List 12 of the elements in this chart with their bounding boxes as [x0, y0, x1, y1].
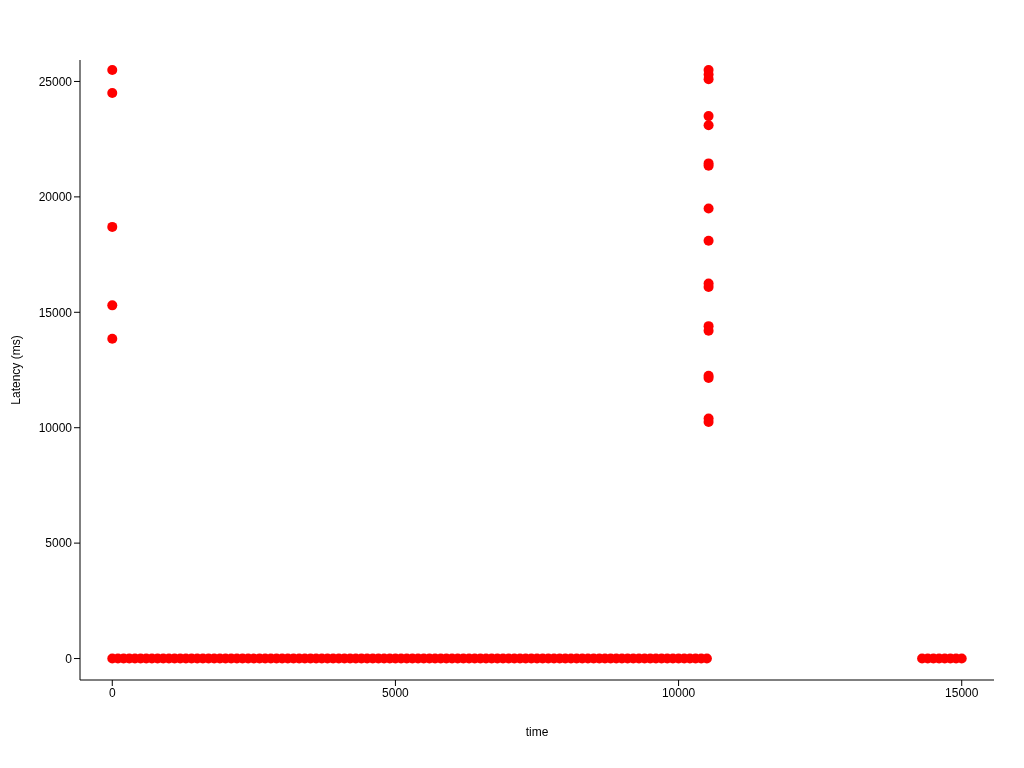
y-tick-label: 25000 — [38, 74, 73, 89]
y-axis-title: Latency (ms) — [9, 335, 24, 405]
x-tick-label: 5000 — [382, 685, 410, 700]
x-tick-label: 10000 — [661, 685, 696, 700]
y-tick-label: 5000 — [45, 536, 73, 551]
y-tick-label: 0 — [65, 651, 73, 666]
y-tick-label: 15000 — [38, 305, 73, 320]
x-tick-label: 15000 — [945, 685, 979, 700]
x-tick-label: 0 — [108, 685, 116, 700]
y-tick-label: 10000 — [38, 420, 73, 435]
y-tick-label: 20000 — [38, 190, 73, 205]
x-axis-title: time — [525, 725, 549, 739]
